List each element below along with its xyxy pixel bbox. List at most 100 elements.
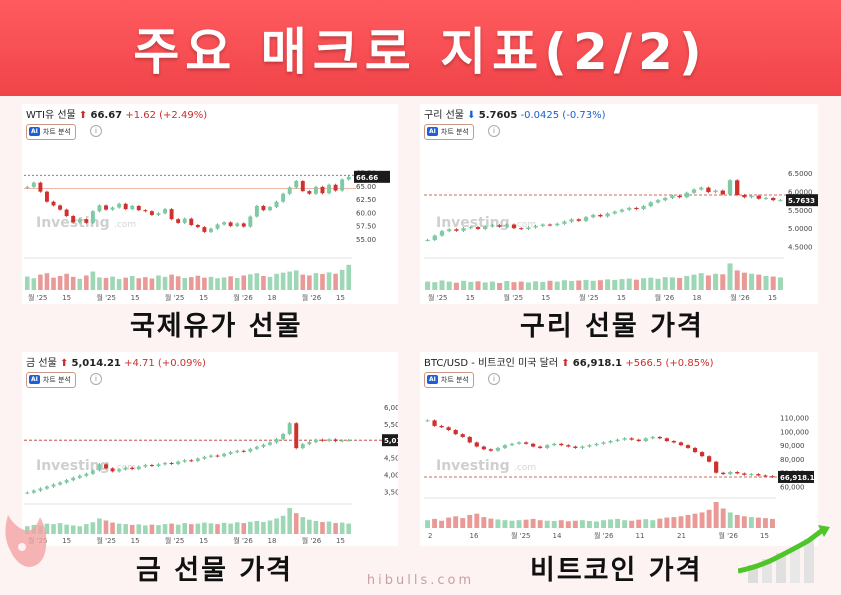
candle-body: [149, 211, 154, 215]
y-tick-label: 3,500: [384, 488, 398, 496]
volume-bar: [643, 519, 649, 528]
volume-bar: [650, 520, 656, 528]
volume-bar: [149, 278, 155, 290]
x-tick-label: 15: [131, 537, 140, 545]
wti-change: +1.62 (+2.49%): [125, 110, 208, 121]
candle-body: [156, 213, 161, 215]
volume-bar: [116, 279, 122, 290]
candle-body: [346, 176, 351, 180]
btc-price: 66,918.1: [572, 358, 623, 369]
watermark-suffix: .com: [514, 463, 536, 473]
candle-body: [692, 447, 698, 453]
current-price-label: 5,016.66: [384, 437, 398, 445]
wti-instrument-name: WTI유 선물: [26, 110, 76, 121]
candle-body: [58, 205, 63, 210]
watermark-text: Investing: [436, 458, 510, 474]
gold-caption: 금 선물 가격: [136, 555, 293, 586]
candle-body: [497, 225, 502, 227]
volume-bar: [90, 522, 96, 534]
x-tick-label: 월 '25: [28, 293, 48, 302]
volume-bar: [64, 273, 69, 290]
volume-bar: [684, 276, 690, 290]
volume-bar: [77, 526, 83, 534]
wti-price: 66.67: [90, 110, 123, 121]
info-icon[interactable]: i: [488, 373, 500, 385]
candle-body: [749, 195, 754, 198]
candle-body: [432, 235, 437, 240]
y-tick-label: 6.5000: [788, 170, 813, 178]
candle-body: [636, 439, 641, 442]
volume-bar: [677, 277, 683, 290]
x-tick-label: 15: [541, 294, 550, 302]
ai-chart-analysis-button[interactable]: AI 차트 분석: [424, 124, 474, 140]
up-arrow-icon: ⬆: [59, 358, 69, 369]
y-tick-label: 4,500: [384, 455, 398, 463]
growth-chart-icon: [738, 525, 830, 583]
watermark-text: Investing: [36, 458, 110, 474]
ai-chart-analysis-button[interactable]: AI 차트 분석: [26, 372, 76, 388]
candle-body: [677, 195, 682, 198]
volume-bar: [770, 518, 775, 528]
volume-bar: [280, 515, 286, 534]
volume-bar: [267, 520, 273, 534]
candle-body: [446, 427, 451, 431]
volume-bar: [293, 513, 299, 534]
volume-bar: [202, 277, 207, 290]
candle-body: [123, 203, 128, 210]
volume-bar: [175, 276, 181, 290]
candle-body: [248, 448, 253, 452]
candle-body: [307, 442, 312, 445]
y-tick-label: 65.00: [356, 183, 376, 191]
info-icon[interactable]: i: [90, 125, 102, 137]
btc-chart-panel: BTC/USD - 비트코인 미국 달러 ⬆ 66,918.1 +566.5 (…: [420, 352, 818, 546]
candle-body: [502, 445, 508, 448]
x-tick-label: 월 '25: [511, 531, 531, 540]
volume-bar: [64, 524, 69, 534]
candle-body: [38, 182, 43, 192]
btc-instrument-name: BTC/USD - 비트코인 미국 달러: [424, 358, 559, 369]
volume-bar: [551, 520, 557, 528]
volume-bar: [123, 277, 128, 290]
candle-body: [287, 187, 292, 194]
volume-bar: [756, 274, 762, 290]
volume-bar: [248, 274, 253, 290]
candle-body: [720, 190, 725, 195]
volume-bar: [24, 276, 30, 290]
candle-body: [488, 449, 493, 451]
candle-body: [756, 195, 761, 199]
volume-bar: [569, 281, 575, 290]
candle-body: [432, 420, 437, 426]
volume-bar: [446, 281, 452, 290]
volume-bar: [748, 517, 754, 528]
volume-bar: [467, 515, 473, 528]
volume-bar: [228, 276, 233, 290]
volume-bar: [691, 274, 697, 290]
ai-chart-analysis-button[interactable]: AI 차트 분석: [26, 124, 76, 140]
candle-body: [176, 219, 181, 223]
volume-bar: [475, 281, 481, 290]
volume-bar: [439, 520, 445, 528]
info-icon[interactable]: i: [488, 125, 500, 137]
volume-bar: [234, 277, 240, 290]
x-tick-label: 월 '25: [165, 293, 185, 302]
candle-body: [569, 219, 574, 222]
candle-body: [333, 184, 338, 191]
candle-body: [615, 439, 620, 442]
gold-price: 5,014.21: [71, 358, 121, 369]
ai-chart-analysis-button[interactable]: AI 차트 분석: [424, 372, 474, 388]
volume-bar: [692, 513, 698, 528]
volume-bar: [97, 518, 102, 534]
info-icon[interactable]: i: [90, 373, 102, 385]
candle-body: [650, 436, 655, 439]
volume-bar: [333, 273, 338, 290]
current-price-tag: [786, 194, 818, 207]
volume-bar: [671, 517, 677, 528]
candle-body: [425, 420, 430, 422]
volume-bar: [547, 280, 553, 290]
volume-bar: [149, 524, 155, 534]
candle-body: [655, 200, 661, 203]
x-tick-label: 21: [677, 532, 686, 540]
volume-bar: [590, 280, 596, 290]
volume-bar: [601, 520, 606, 528]
volume-bar: [90, 271, 96, 290]
